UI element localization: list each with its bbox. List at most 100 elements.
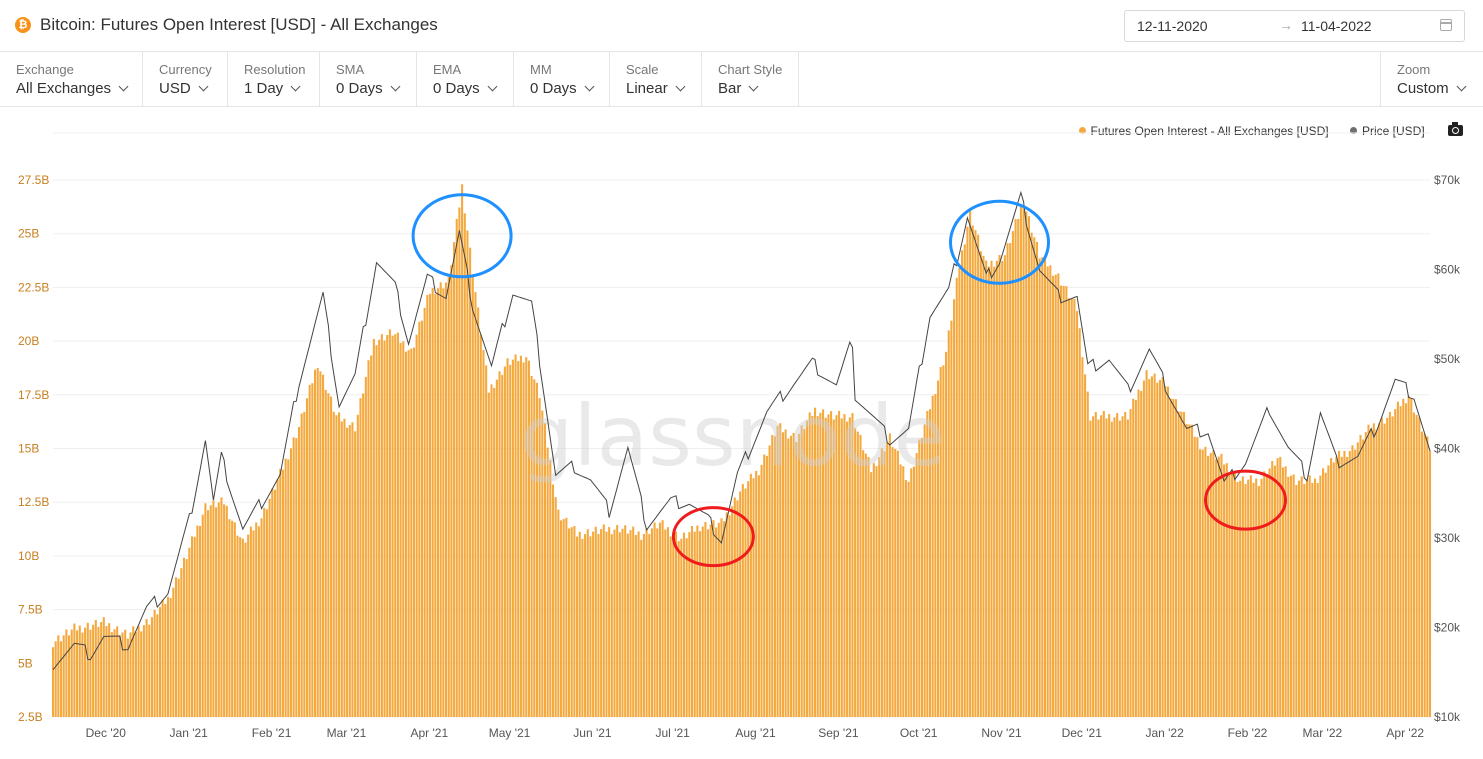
oi-bar <box>1046 266 1049 717</box>
y-right-tick-label: $50k <box>1434 352 1461 366</box>
resolution-select[interactable]: Resolution 1 Day <box>228 52 320 106</box>
y-left-tick-label: 15B <box>18 442 39 456</box>
oi-bar <box>551 484 555 717</box>
oi-bar <box>1420 431 1424 717</box>
oi-bar <box>752 478 755 717</box>
oi-bar <box>947 330 950 717</box>
oi-bar <box>185 559 188 717</box>
x-tick-label: Jan '21 <box>170 726 209 740</box>
chevron-down-icon <box>487 81 498 92</box>
oi-bar <box>271 488 274 717</box>
chevron-down-icon <box>675 81 686 92</box>
oi-bar <box>993 266 996 717</box>
oi-bar <box>482 350 485 717</box>
oi-bar <box>832 419 835 717</box>
oi-bar <box>150 617 153 717</box>
oi-bar <box>84 627 87 717</box>
oi-bar <box>386 334 389 717</box>
date-start-input[interactable]: 12-11-2020 <box>1137 18 1208 34</box>
date-range-picker[interactable]: 12-11-2020 → 11-04-2022 <box>1124 10 1465 42</box>
oi-bar <box>442 288 445 717</box>
oi-bar <box>1003 255 1006 717</box>
oi-bar <box>209 505 212 717</box>
zoom-select[interactable]: Zoom Custom <box>1380 52 1483 106</box>
currency-select[interactable]: Currency USD <box>143 52 228 106</box>
oi-bar <box>1313 478 1317 717</box>
oi-bar <box>1287 476 1290 717</box>
scale-select[interactable]: Scale Linear <box>610 52 702 106</box>
oi-bar <box>1006 243 1009 717</box>
oi-bar <box>86 622 89 717</box>
oi-bar <box>1033 237 1036 717</box>
date-end-input[interactable]: 11-04-2022 <box>1301 18 1372 34</box>
oi-bar <box>1217 456 1220 717</box>
legend-item-price[interactable]: Price [USD] <box>1349 124 1425 138</box>
oi-bar <box>715 527 718 717</box>
oi-bar <box>773 436 776 717</box>
oi-bar <box>70 629 73 717</box>
exchange-select[interactable]: Exchange All Exchanges <box>0 52 143 106</box>
oi-bar <box>137 625 140 717</box>
oi-bar <box>303 411 306 717</box>
oi-bar <box>322 374 325 717</box>
oi-bar <box>527 360 530 717</box>
camera-icon[interactable] <box>1448 122 1463 136</box>
oi-bar <box>148 624 151 717</box>
oi-bar <box>1027 216 1030 717</box>
oi-bar <box>263 507 266 717</box>
oi-bar <box>383 340 386 717</box>
oi-bar <box>846 421 849 717</box>
ema-select[interactable]: EMA 0 Days <box>417 52 514 106</box>
x-tick-label: Oct '21 <box>900 726 938 740</box>
oi-bar <box>666 527 670 717</box>
oi-bar <box>388 329 391 717</box>
oi-bar <box>1399 406 1402 717</box>
oi-bar <box>204 503 207 717</box>
zoom-value: Custom <box>1397 80 1467 97</box>
oi-bar <box>503 366 506 717</box>
oi-bar <box>955 277 958 717</box>
oi-bar <box>1097 419 1100 717</box>
oi-bar <box>1137 389 1140 717</box>
chart-style-select[interactable]: Chart Style Bar <box>702 52 799 106</box>
oi-bar <box>76 630 79 717</box>
oi-bar <box>1017 218 1020 717</box>
oi-bar <box>1241 476 1244 717</box>
oi-bar <box>1297 480 1301 717</box>
oi-bar <box>784 429 787 717</box>
oi-bar <box>1410 398 1413 717</box>
x-tick-label: Aug '21 <box>735 726 776 740</box>
legend-item-open-interest[interactable]: Futures Open Interest - All Exchanges [U… <box>1078 124 1329 138</box>
oi-bar <box>511 359 514 717</box>
oi-bar <box>856 431 859 717</box>
oi-bar <box>375 345 378 717</box>
oi-bar <box>1070 298 1073 717</box>
oi-bar <box>934 394 937 717</box>
oi-bar <box>407 350 410 717</box>
oi-bar <box>854 428 857 717</box>
oi-bar <box>1418 417 1421 717</box>
oi-bar <box>974 230 977 717</box>
oi-bar <box>501 374 504 717</box>
oi-bar <box>73 623 76 717</box>
oi-bar <box>364 376 367 717</box>
oi-bar <box>1391 416 1394 717</box>
oi-bar <box>915 453 918 717</box>
calendar-icon[interactable] <box>1440 19 1452 31</box>
oi-bar <box>533 379 536 717</box>
mm-select[interactable]: MM 0 Days <box>514 52 610 106</box>
oi-bar <box>220 497 223 717</box>
oi-bar <box>680 538 683 717</box>
oi-bar <box>953 299 956 717</box>
oi-bar <box>1372 423 1375 717</box>
oi-bar <box>669 536 672 717</box>
oi-bar <box>1249 475 1252 717</box>
oi-bar <box>904 479 907 717</box>
oi-bar <box>1289 475 1293 717</box>
sma-select[interactable]: SMA 0 Days <box>320 52 417 106</box>
chevron-down-icon <box>748 81 759 92</box>
oi-bar <box>62 635 65 717</box>
oi-bar <box>945 351 948 717</box>
oi-bar <box>279 468 282 717</box>
oi-bar <box>918 439 921 717</box>
